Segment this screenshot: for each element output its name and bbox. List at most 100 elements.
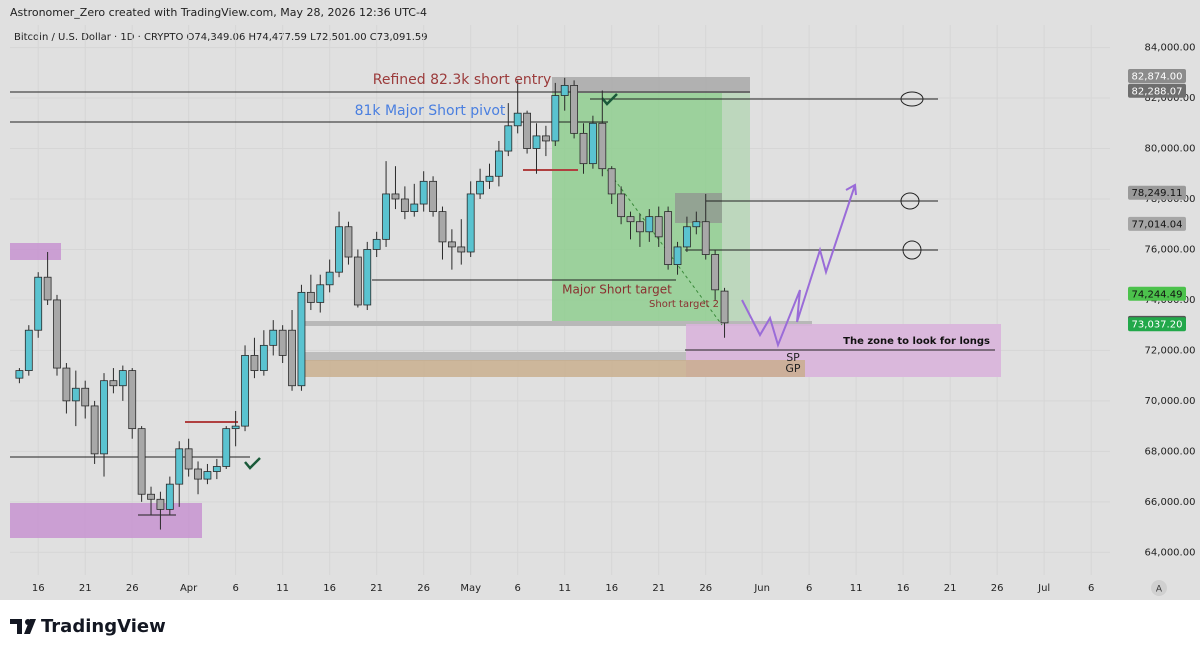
candle-body [316,284,325,303]
candle-body [335,226,343,273]
price-label-bg [1128,83,1186,98]
candle-body [485,175,494,182]
price-label-bg [1128,185,1186,200]
candle-body [382,193,390,240]
candle-body [532,135,541,149]
candle-body [429,180,437,213]
x-tick-label: 6 [515,583,521,594]
candle-body [617,193,626,218]
candle-body [419,180,428,205]
x-tick-label: 6 [232,583,238,594]
candle-body [438,211,447,243]
scale-button[interactable] [1151,580,1167,596]
x-tick-label: 21 [79,583,92,594]
x-tick-label: 16 [897,583,910,594]
candle-body [654,216,663,238]
candle-body [184,448,193,470]
band [300,321,812,326]
price-label: 78,249.11 [1132,188,1183,199]
check [244,457,261,470]
candle-body [43,276,52,301]
candle-body [560,85,569,96]
candle-body [504,125,513,152]
y-tick-label: 80,000.00 [1145,144,1196,155]
candle-body [100,380,108,455]
price-label-bg [1128,286,1186,301]
x-tick-label: 6 [1088,583,1094,594]
candle-body [53,299,61,369]
candle-body [231,425,240,430]
candle-body [400,198,409,213]
x-tick-label: 16 [323,583,336,594]
candle-body [711,254,720,291]
x-tick-label: 21 [370,583,383,594]
candle-body [363,249,372,306]
candle-body [701,221,710,255]
candle-body [259,344,268,371]
candle-body [24,329,33,371]
candle-body [81,387,90,407]
logo-mark [10,619,36,634]
candle-body [34,276,43,331]
candle-body [212,466,221,472]
candle-body [109,380,118,387]
candle-body [147,493,155,500]
price-label: 74,244.49 [1132,289,1183,300]
y-tick-label: 84,000.00 [1145,43,1196,54]
candle-body [607,168,616,195]
candle-body [288,329,296,387]
candle-body [551,95,560,142]
candle-body [353,256,362,306]
candle-body [278,329,287,356]
y-tick-label: 68,000.00 [1145,446,1196,457]
candle-body [62,367,71,402]
annotation: Short target 2 [649,299,719,310]
candle-body [589,122,597,165]
scale-mode[interactable]: A [1156,585,1163,595]
brand: TradingView [41,616,166,637]
price-label: 77,014.04 [1132,219,1183,230]
candle-body [175,448,184,485]
candle-body [494,150,503,177]
price-label: 82,288.07 [1132,86,1183,97]
candle-body [165,483,174,510]
x-tick-label: May [460,583,481,594]
candle-body [250,355,259,371]
x-tick-label: 26 [991,583,1004,594]
candle-body [71,387,80,402]
candle-body [306,291,315,303]
candle-body [137,428,146,495]
credit: Astronomer_Zero created with TradingView… [10,6,427,19]
candle-body [570,85,579,134]
candle-body [720,290,729,324]
candle-body [128,370,137,430]
candle-body [344,226,353,258]
candle-body [222,428,231,467]
candle-body [391,193,400,200]
candle-body [513,112,522,127]
dashed-line [599,159,723,326]
axes: 64,000.00 66,000.00 68,000.00 70,000.00 72,0… [32,43,1196,594]
logo-dot [25,619,31,625]
projection [741,183,857,349]
y-tick-label: 82,000.00 [1145,93,1196,104]
candle-body [673,246,682,265]
candle-body [325,271,334,286]
x-tick-label: 11 [558,583,571,594]
x-tick-label: 16 [32,583,45,594]
candle-body [579,132,588,165]
x-tick-label: Jul [1037,583,1050,594]
entry-box [552,77,750,93]
candle-body [156,498,165,510]
price-label-bg [1128,68,1186,83]
ellipse [902,240,922,260]
candle-body [476,180,484,195]
candle-body [457,246,466,253]
price-label: 82,874.00 [1132,71,1183,82]
annotation: Refined 82.3k short entry [373,72,552,88]
candle-body [269,329,278,346]
candle-body [598,122,607,170]
price-label-bg [1128,216,1186,231]
candle-body [636,221,644,233]
